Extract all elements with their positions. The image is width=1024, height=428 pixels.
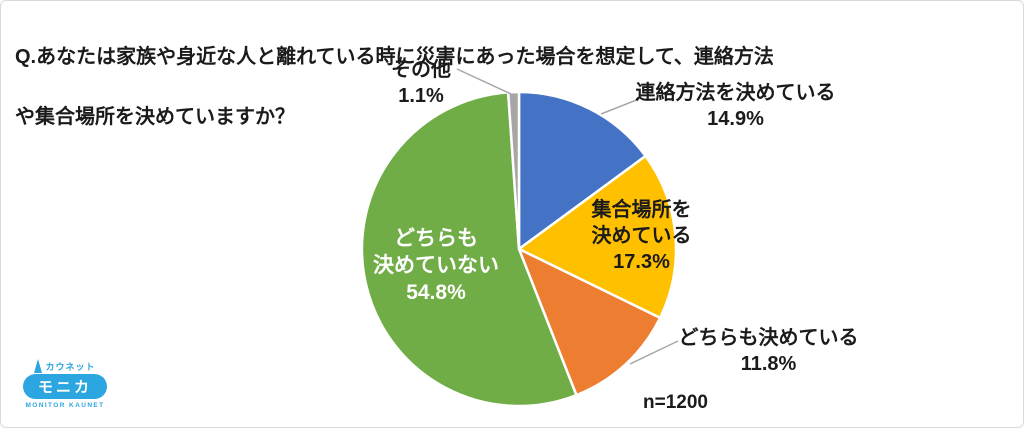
pie-label-meeting-place: 集合場所を 決めている 17.3%: [591, 199, 692, 273]
pie-slice-3: [360, 91, 578, 408]
sample-size-label: n=1200: [643, 392, 708, 413]
title-line-1: Q.あなたは家族や身近な人と離れている時に災害にあった場合を想定して、連絡方法: [15, 46, 774, 68]
logo-brand-pill: モニカ: [23, 374, 107, 399]
logo-top-row: カウネット: [19, 357, 111, 373]
chart-question-title: Q.あなたは家族や身近な人と離れている時に災害にあった場合を想定して、連絡方法 …: [15, 12, 774, 162]
leader-line-0: [456, 68, 512, 95]
pie-label-neither-decided: どちらも 決めていない 54.8%: [373, 227, 499, 304]
pie-label-contact-method: 連絡方法を決めている 14.9%: [635, 82, 836, 130]
pie-slice-2: [517, 247, 662, 397]
leader-line-2: [629, 340, 679, 365]
kaunet-monika-logo: カウネット モニカ MONITOR KAUNET: [19, 357, 111, 409]
logo-brand-top-text: カウネット: [45, 362, 96, 372]
pie-label-both-decided: どちらも決めている 11.8%: [678, 327, 859, 375]
title-line-2: や集合場所を決めていますか？: [15, 106, 295, 128]
logo-spike-icon: [34, 359, 43, 373]
leader-line-1: [600, 98, 640, 115]
pie-label-other: その他 1.1%: [391, 59, 451, 107]
pie-slice-0: [517, 90, 647, 251]
pie-slice-1: [517, 154, 678, 320]
logo-brand-sub-text: MONITOR KAUNET: [25, 402, 105, 409]
